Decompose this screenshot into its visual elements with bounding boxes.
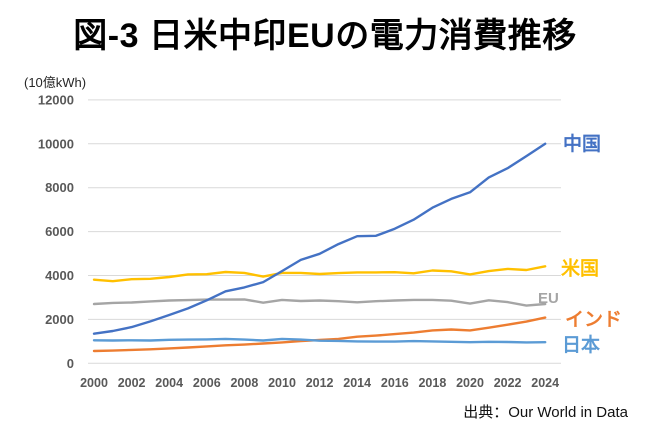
- y-axis-tick-label: 2000: [45, 312, 74, 327]
- series-line-india: [92, 316, 547, 353]
- x-axis-tick-label: 2000: [80, 376, 108, 390]
- series-label-india: インド: [565, 310, 622, 331]
- y-axis-tick-label: 10000: [38, 136, 74, 151]
- series-label-japan: 日本: [562, 333, 600, 356]
- x-axis-tick-label: 2010: [268, 376, 296, 390]
- x-axis-tick-label: 2002: [118, 376, 146, 390]
- y-axis-tick-label: 12000: [38, 92, 74, 107]
- x-axis-tick-label: 2012: [306, 376, 334, 390]
- x-axis-tick-label: 2004: [155, 376, 183, 390]
- x-axis-tick-label: 2014: [343, 376, 371, 390]
- series-line-japan: [92, 337, 547, 344]
- y-axis-tick-label: 0: [67, 356, 74, 371]
- x-axis-tick-label: 2024: [531, 376, 559, 390]
- x-axis-tick-label: 2008: [230, 376, 258, 390]
- y-axis-tick-label: 8000: [45, 180, 74, 195]
- chart-title: 図-3 日米中印EUの電力消費推移: [73, 17, 577, 55]
- y-axis-unit-label: (10億kWh): [24, 75, 87, 90]
- y-axis-tick-label: 6000: [45, 224, 74, 239]
- x-axis-tick-label: 2016: [381, 376, 409, 390]
- x-axis-tick-label: 2006: [193, 376, 221, 390]
- series-label-china: 中国: [563, 132, 601, 155]
- x-axis-tick-label: 2022: [494, 376, 522, 390]
- series-line-eu: [92, 298, 547, 307]
- series-line-china: [92, 142, 547, 335]
- series-label-us: 米国: [561, 256, 599, 279]
- source-caption: 出典：Our World in Data: [463, 404, 628, 421]
- x-axis-tick-label: 2020: [456, 376, 484, 390]
- y-axis-tick-label: 4000: [45, 268, 74, 283]
- x-axis-tick-label: 2018: [418, 376, 446, 390]
- series-line-us: [92, 265, 547, 283]
- series-label-eu: EU: [538, 290, 559, 307]
